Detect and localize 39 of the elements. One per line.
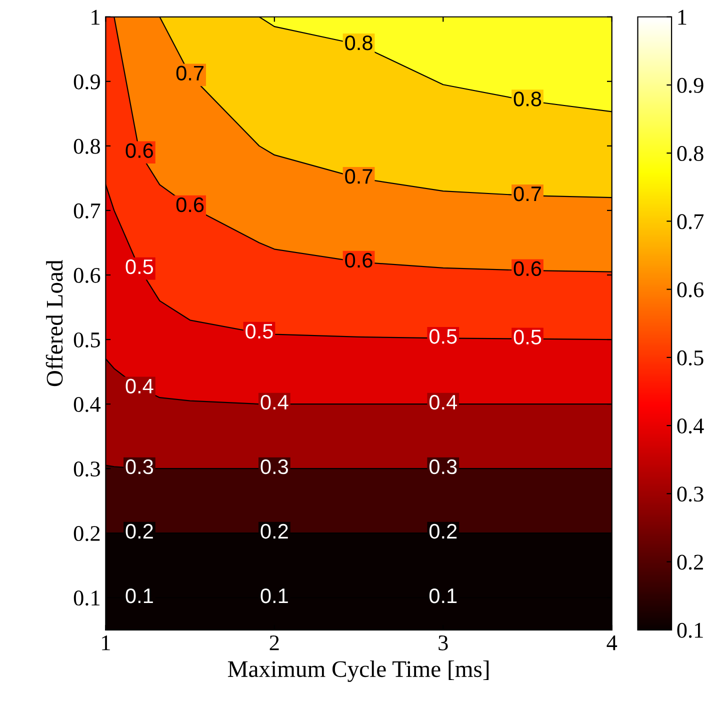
color-bar-label: 0.6 bbox=[677, 282, 704, 298]
y-tick-label: 0.6 bbox=[74, 268, 100, 284]
annotation: 0.3 bbox=[126, 459, 154, 474]
annotation: 0.5 bbox=[514, 330, 542, 344]
y-tick-label: 0.1 bbox=[74, 590, 100, 606]
y-tick-label: 0.2 bbox=[74, 526, 100, 542]
color-bar-label: 0.9 bbox=[677, 78, 704, 94]
annotation: 0.1 bbox=[126, 588, 153, 604]
annotation: 0.6 bbox=[514, 261, 542, 276]
y-tick-label: 1 bbox=[92, 10, 100, 25]
x-tick-label: 3 bbox=[438, 635, 448, 650]
color-bar-label: 0.2 bbox=[677, 554, 703, 570]
x-tick-label: 2 bbox=[270, 635, 279, 650]
annotation: 0.7 bbox=[514, 186, 541, 202]
annotation: 0.4 bbox=[126, 378, 154, 394]
y-tick-label: 0.3 bbox=[74, 462, 100, 477]
annotation: 0.1 bbox=[260, 588, 288, 604]
y-tick-label: 0.5 bbox=[74, 332, 100, 348]
x-tick-label: 4 bbox=[606, 636, 618, 650]
x-axis-title: Maximum Cycle Time [ms] bbox=[228, 660, 489, 682]
annotation: 0.1 bbox=[429, 588, 457, 604]
color-bar-label: 0.8 bbox=[677, 146, 704, 162]
y-tick-label: 0.8 bbox=[74, 138, 100, 154]
x-tick-label: 1 bbox=[102, 636, 110, 650]
y-tick-label: 0.4 bbox=[74, 396, 100, 412]
y-tick-label: 0.9 bbox=[74, 74, 100, 90]
color-bar-label: 0.4 bbox=[677, 418, 704, 434]
color-bar-label: 0.7 bbox=[677, 214, 704, 230]
color-bar-label: 0.5 bbox=[677, 350, 704, 366]
annotation: 0.6 bbox=[176, 197, 204, 212]
y-tick-label: 0.7 bbox=[74, 203, 100, 218]
y-axis-title: Offered Load bbox=[46, 260, 63, 386]
annotation: 0.2 bbox=[126, 524, 153, 539]
color-bar-label: 1 bbox=[678, 10, 686, 25]
annotation: 0.6 bbox=[126, 143, 154, 158]
color-bar-label: 0.1 bbox=[677, 622, 703, 638]
annotation: 0.7 bbox=[176, 66, 204, 81]
annotation: 0.5 bbox=[126, 259, 154, 274]
color-bar-label: 0.3 bbox=[677, 486, 704, 502]
